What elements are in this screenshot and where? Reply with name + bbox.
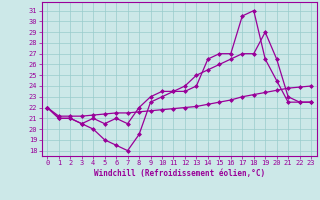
X-axis label: Windchill (Refroidissement éolien,°C): Windchill (Refroidissement éolien,°C): [94, 169, 265, 178]
